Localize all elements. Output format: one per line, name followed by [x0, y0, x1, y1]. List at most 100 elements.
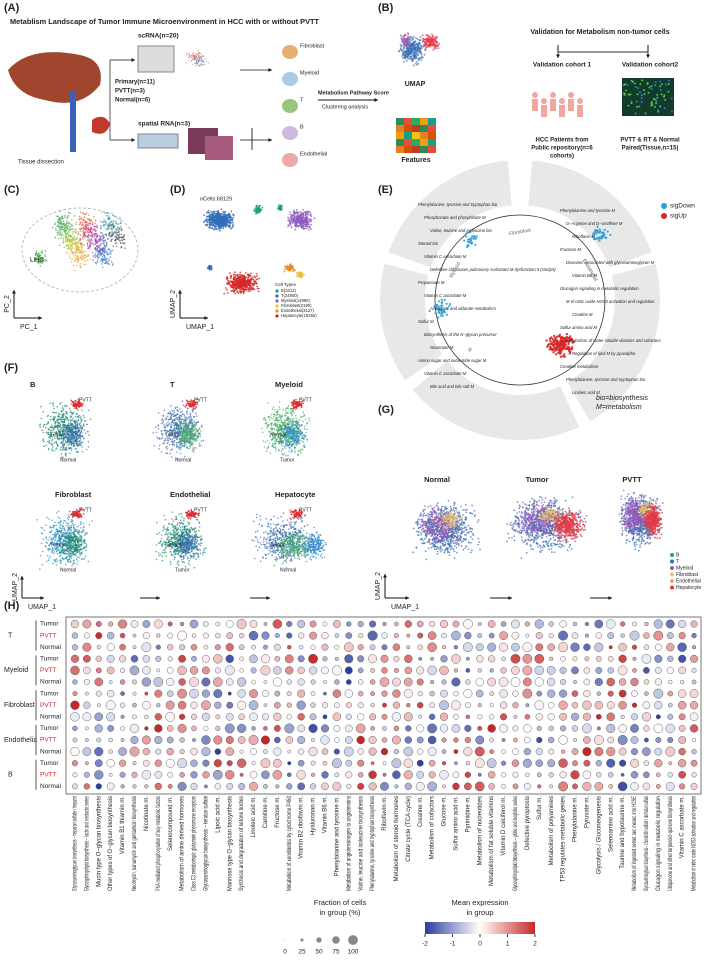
cell-point: [170, 405, 172, 407]
cell-point: [198, 421, 200, 423]
cell-point: [162, 422, 164, 424]
cell-point: [159, 445, 161, 447]
cell-point: [156, 436, 158, 438]
cell-point: [248, 282, 250, 284]
cell-point: [100, 227, 102, 229]
cell-point: [62, 424, 64, 426]
cell-point: [187, 419, 189, 421]
cell-point: [94, 236, 96, 238]
cell-point: [413, 57, 415, 59]
cell-point: [82, 451, 84, 453]
cell-point: [168, 440, 170, 442]
cell-point: [179, 416, 181, 418]
person-head: [541, 98, 547, 104]
cell-point: [403, 35, 405, 37]
cell-point: [246, 287, 248, 289]
cell-point: [560, 343, 562, 345]
cell-point: [50, 429, 52, 431]
cell-point: [232, 223, 234, 225]
cell-point: [68, 238, 70, 240]
cell-point: [115, 243, 117, 245]
cell-point: [255, 210, 257, 212]
cell-point: [86, 213, 88, 215]
cell-point: [301, 227, 303, 229]
cell-point: [123, 235, 125, 237]
cell-point: [287, 266, 289, 268]
cell-point: [58, 439, 60, 441]
cell-point: [62, 226, 64, 228]
stain-dot: [667, 91, 669, 93]
cell-point: [437, 44, 439, 46]
cell-point: [410, 36, 412, 38]
cell-point: [552, 344, 554, 346]
cell-point: [58, 421, 60, 423]
cell-point: [65, 428, 67, 430]
cell-point: [77, 423, 79, 425]
cell-point: [191, 420, 193, 422]
cell-point: [60, 424, 62, 426]
cell-point: [239, 285, 241, 287]
cell-point: [59, 210, 61, 212]
heat-cell: [412, 146, 420, 153]
cell-point: [95, 234, 97, 236]
cell-point: [51, 450, 53, 452]
cell-point: [118, 231, 120, 233]
cell-point: [232, 225, 234, 227]
cell-point: [408, 45, 410, 47]
cell-point: [194, 59, 195, 60]
cell-point: [236, 279, 238, 281]
cell-point: [121, 239, 123, 241]
cell-point: [65, 449, 67, 451]
cell-point: [95, 253, 97, 255]
cell-point: [117, 227, 119, 229]
cell-point: [250, 273, 252, 275]
cell-point: [70, 258, 72, 260]
cell-point: [191, 441, 193, 443]
cell-point: [256, 279, 258, 281]
cell-point: [112, 250, 114, 252]
cell-point: [68, 425, 70, 427]
cell-point: [61, 421, 63, 423]
cell-point: [96, 255, 98, 257]
cell-point: [88, 214, 90, 216]
cell-point: [201, 58, 202, 59]
cell-point: [85, 236, 87, 238]
cell-point: [106, 225, 108, 227]
cell-point: [95, 248, 97, 250]
cell-point: [227, 284, 229, 286]
cell-point: [81, 253, 83, 255]
cell-point: [56, 419, 58, 421]
cell-point: [289, 211, 291, 213]
cell-point: [59, 229, 61, 231]
cell-point: [221, 224, 223, 226]
cell-point: [72, 418, 74, 420]
cell-point: [153, 445, 155, 447]
cell-point: [166, 418, 168, 420]
cell-point: [65, 235, 67, 237]
cell-point: [214, 223, 216, 225]
cell-point: [74, 408, 76, 410]
cell-point: [64, 227, 66, 229]
cell-point: [167, 425, 169, 427]
panel-label: (A): [4, 2, 20, 14]
label: bio=biosynthesis: [596, 395, 648, 402]
cell-point: [231, 218, 233, 220]
cell-point: [101, 263, 103, 265]
pathway-label: Metabolism of water soluble vitamins and…: [566, 338, 662, 343]
heat-cell: [420, 125, 428, 132]
cell-point: [111, 234, 113, 236]
cell-point: [121, 234, 123, 236]
cell-point: [58, 238, 60, 240]
cell-point: [431, 43, 433, 45]
heat-cell: [428, 146, 436, 153]
cell-point: [113, 220, 115, 222]
cell-point: [251, 279, 253, 281]
cell-point: [233, 288, 235, 290]
cell-point: [79, 441, 81, 443]
cell-point: [74, 404, 76, 406]
cell-point: [74, 270, 76, 272]
cell-point: [56, 447, 58, 449]
pathway-label: Phenylalanine, tyrosine and tryptophan b…: [418, 202, 498, 207]
person-body: [532, 99, 538, 111]
cell-point: [73, 445, 75, 447]
